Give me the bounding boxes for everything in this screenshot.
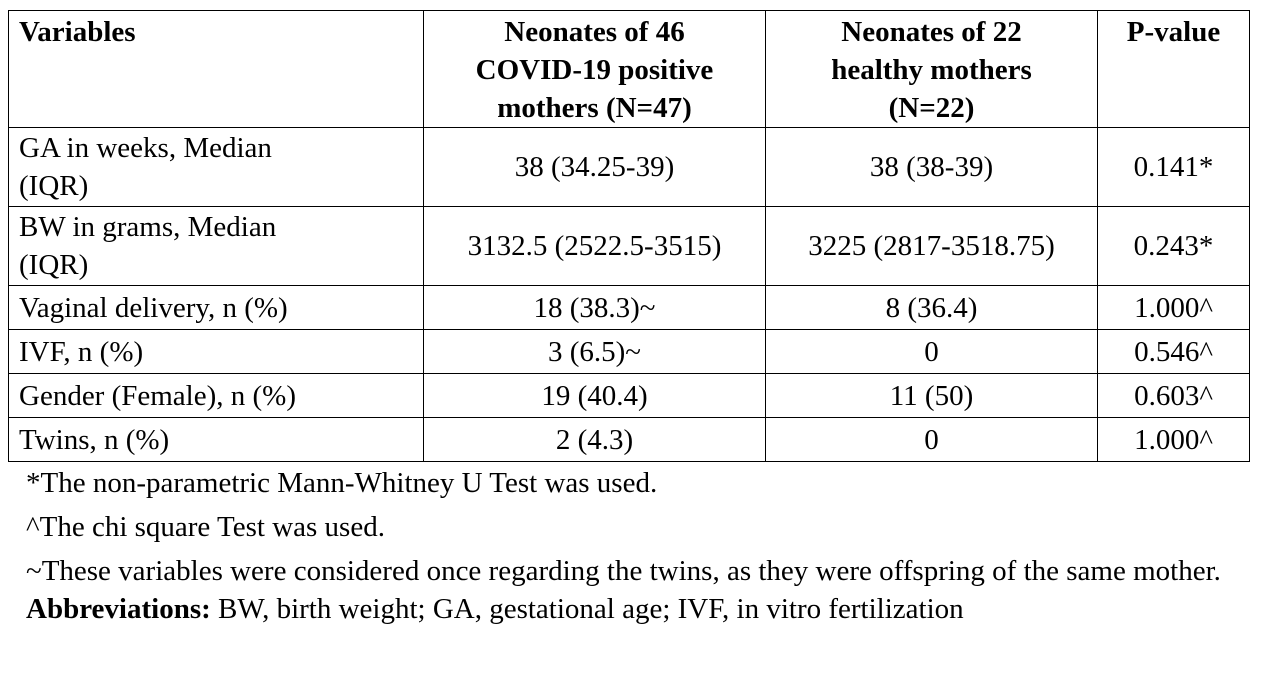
cell-line: Vaginal delivery, n (%) <box>19 291 288 324</box>
cell-line: COVID-19 positive <box>475 54 714 86</box>
abbreviations-label: Abbreviations: <box>26 593 211 625</box>
table-cell: 0 <box>765 417 1098 462</box>
table-row: IVF, n (%) 3 (6.5)~ 0 0.546^ <box>8 329 1250 374</box>
footnote: *The non-parametric Mann-Whitney U Test … <box>26 467 658 499</box>
table-cell: 0.546^ <box>1097 329 1250 374</box>
document: Variables Neonates of 46 COVID-19 positive… <box>8 10 1250 628</box>
table-row: Gender (Female), n (%) 19 (40.4) 11 (50) 0.… <box>8 373 1250 418</box>
cell-line: Neonates of 46 <box>504 16 685 48</box>
table-cell: 3225 (2817-3518.75) <box>765 206 1098 286</box>
table-cell: 1.000^ <box>1097 285 1250 330</box>
table-cell: 3132.5 (2522.5-3515) <box>423 206 766 286</box>
abbreviations: Abbreviations: BW, birth weight; GA, ges… <box>26 590 1249 628</box>
cell-line: Variables <box>19 16 136 48</box>
cell-line: P-value <box>1126 16 1221 48</box>
cell-line: healthy mothers <box>831 54 1032 86</box>
table-cell: Vaginal delivery, n (%) <box>8 285 424 330</box>
cell-line: (IQR) <box>19 170 89 202</box>
cell-line: Gender (Female), n (%) <box>19 379 296 412</box>
table-body: GA in weeks, Median (IQR) 38 (34.25-39) 38 … <box>8 127 1250 462</box>
footnote: ^The chi square Test was used. <box>26 511 385 543</box>
header-cell: Neonates of 22 healthy mothers (N=22) <box>765 10 1098 128</box>
table-row: BW in grams, Median (IQR) 3132.5 (2522.5-3… <box>8 206 1250 286</box>
table-cell: Twins, n (%) <box>8 417 424 462</box>
header-row: Variables Neonates of 46 COVID-19 positive… <box>8 10 1250 128</box>
cell-line: BW in grams, Median <box>19 211 277 243</box>
table-cell: 38 (34.25-39) <box>423 127 766 207</box>
table-cell: Gender (Female), n (%) <box>8 373 424 418</box>
table-cell: 18 (38.3)~ <box>423 285 766 330</box>
cell-line: mothers (N=47) <box>497 92 692 124</box>
table-cell: 0.243* <box>1097 206 1250 286</box>
table-cell: 0.603^ <box>1097 373 1250 418</box>
table-cell: 0 <box>765 329 1098 374</box>
table-cell: BW in grams, Median (IQR) <box>8 206 424 286</box>
cell-line: Neonates of 22 <box>841 16 1022 48</box>
header-cell: Variables <box>8 10 424 128</box>
cell-line: Twins, n (%) <box>19 423 170 456</box>
table-row: GA in weeks, Median (IQR) 38 (34.25-39) 38 … <box>8 127 1250 207</box>
table-row: Vaginal delivery, n (%) 18 (38.3)~ 8 (36.4… <box>8 285 1250 330</box>
table-cell: GA in weeks, Median (IQR) <box>8 127 424 207</box>
abbreviations-text: BW, birth weight; GA, gestational age; I… <box>218 593 964 625</box>
table-cell: 0.141* <box>1097 127 1250 207</box>
table-cell: 11 (50) <box>765 373 1098 418</box>
table-cell: 3 (6.5)~ <box>423 329 766 374</box>
header-cell: P-value <box>1097 10 1250 128</box>
cell-line: (IQR) <box>19 249 89 281</box>
header-cell: Neonates of 46 COVID-19 positive mothers (… <box>423 10 766 128</box>
table-cell: 8 (36.4) <box>765 285 1098 330</box>
footnote: ~These variables were considered once re… <box>26 555 1221 587</box>
cell-line: GA in weeks, Median <box>19 132 272 164</box>
table-cell: 2 (4.3) <box>423 417 766 462</box>
table-cell: 38 (38-39) <box>765 127 1098 207</box>
table-cell: 1.000^ <box>1097 417 1250 462</box>
table-cell: IVF, n (%) <box>8 329 424 374</box>
table-cell: 19 (40.4) <box>423 373 766 418</box>
table-row: Twins, n (%) 2 (4.3) 0 1.000^ <box>8 417 1250 462</box>
data-table: Variables Neonates of 46 COVID-19 positive… <box>8 10 1250 462</box>
cell-line: IVF, n (%) <box>19 335 144 368</box>
cell-line: (N=22) <box>888 92 975 124</box>
notes: *The non-parametric Mann-Whitney U Test … <box>8 464 1249 628</box>
